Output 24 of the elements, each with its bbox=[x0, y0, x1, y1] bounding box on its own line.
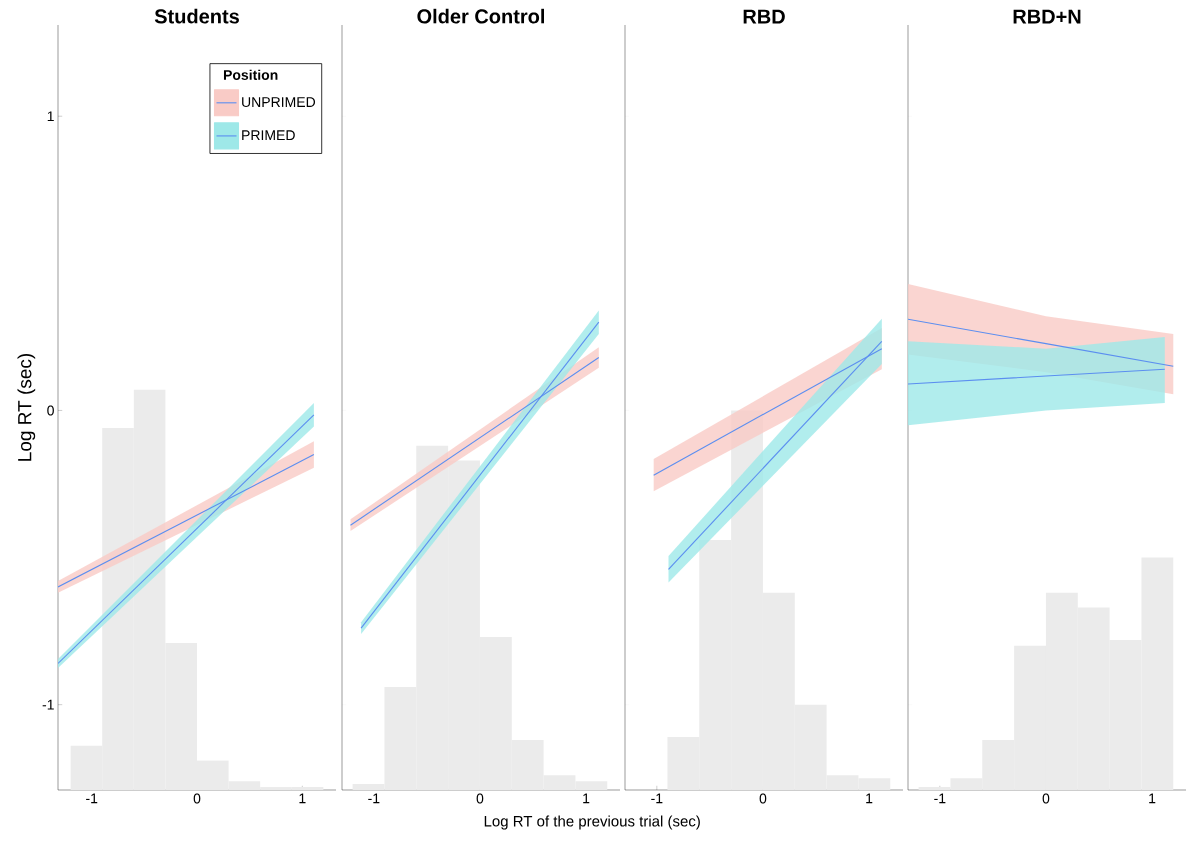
x-tick-label: -1 bbox=[368, 793, 380, 804]
x-tick-label: -1 bbox=[934, 793, 946, 804]
x-tick-label: 1 bbox=[299, 793, 306, 804]
chart-title: Students bbox=[154, 8, 239, 24]
x-tick-label: 1 bbox=[583, 793, 590, 804]
x-tick-label: 0 bbox=[476, 793, 484, 804]
legend-label: PRIMED bbox=[242, 130, 295, 140]
y-tick-label: -1 bbox=[42, 699, 54, 710]
chart-title: RBD+N bbox=[1013, 9, 1081, 24]
x-tick-label: 1 bbox=[1149, 793, 1156, 804]
x-tick-label: -1 bbox=[651, 793, 663, 804]
x-tick-label: 0 bbox=[759, 793, 767, 804]
x-tick-label: -1 bbox=[86, 793, 98, 804]
x-tick-label: 1 bbox=[866, 793, 873, 804]
x-tick-label: 0 bbox=[1042, 793, 1050, 804]
y-tick-label: 0 bbox=[47, 405, 54, 416]
chart-title: Older Control bbox=[417, 8, 545, 24]
legend-title: Position bbox=[223, 69, 278, 80]
y-tick-label: 1 bbox=[47, 111, 54, 122]
x-tick-label: 0 bbox=[193, 793, 201, 804]
chart-title: RBD bbox=[743, 9, 785, 24]
x-axis-title: Log RT of the previous trial (sec) bbox=[484, 815, 700, 830]
y-axis-title: Log RT (sec) bbox=[17, 353, 36, 461]
legend-label: UNPRIMED bbox=[242, 97, 316, 108]
